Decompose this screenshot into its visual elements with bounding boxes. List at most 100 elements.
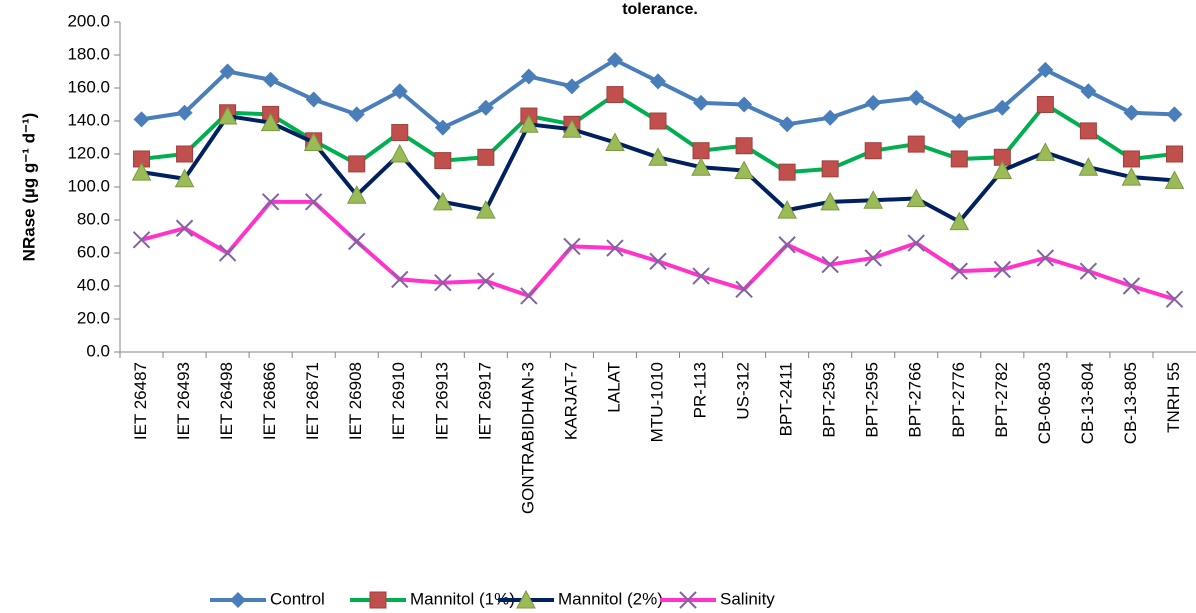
- data-point: [477, 272, 495, 290]
- x-tick-label: IET 26871: [303, 362, 322, 440]
- data-point: [865, 94, 882, 111]
- x-tick-label: BPT-2782: [992, 362, 1011, 438]
- data-point: [174, 168, 195, 188]
- data-point: [348, 232, 366, 251]
- data-point: [779, 116, 796, 133]
- data-point: [993, 260, 1012, 279]
- data-point: [563, 78, 580, 95]
- data-point: [606, 86, 624, 104]
- x-tick-label: BPT-2766: [906, 362, 925, 438]
- legend-marker: [516, 589, 536, 609]
- data-point: [1122, 150, 1140, 168]
- data-point: [519, 114, 539, 133]
- data-point: [305, 91, 322, 108]
- data-point: [477, 148, 495, 166]
- data-point: [1036, 96, 1054, 113]
- data-point: [907, 135, 925, 153]
- series-line: [141, 199, 1176, 302]
- data-point: [735, 137, 753, 155]
- y-tick-label: 100.0: [67, 176, 110, 195]
- data-point: [520, 287, 538, 305]
- data-point: [432, 191, 453, 211]
- data-point: [821, 160, 839, 178]
- data-point: [649, 252, 667, 270]
- data-point: [908, 89, 925, 106]
- data-point: [1036, 249, 1055, 267]
- x-tick-label: CB-06-803: [1035, 362, 1054, 444]
- data-point: [262, 71, 279, 88]
- y-axis-label: NRase (µg g⁻¹ d⁻¹): [19, 113, 38, 262]
- data-point: [736, 96, 753, 113]
- data-point: [131, 162, 152, 181]
- x-tick-label: CB-13-804: [1078, 362, 1097, 444]
- data-point: [562, 119, 582, 138]
- y-tick-label: 0.0: [86, 341, 110, 360]
- data-point: [907, 234, 925, 252]
- x-tick-label: IET 26917: [475, 362, 494, 440]
- legend-marker: [679, 591, 697, 609]
- data-point: [606, 51, 623, 68]
- y-tick-label: 60.0: [77, 242, 110, 261]
- data-point: [391, 124, 409, 142]
- x-tick-label: GONTRABIDHAN-3: [518, 362, 537, 514]
- x-tick-label: IET 26493: [174, 362, 193, 440]
- y-tick-label: 40.0: [77, 275, 110, 294]
- x-tick-label: IET 26908: [346, 362, 365, 440]
- y-tick-label: 180.0: [67, 44, 110, 63]
- data-point: [219, 63, 236, 80]
- data-point: [434, 119, 451, 136]
- data-point: [777, 200, 797, 219]
- data-point: [1078, 157, 1099, 176]
- x-tick-label: US-312: [734, 362, 753, 420]
- data-point: [650, 73, 666, 90]
- data-point: [304, 193, 323, 211]
- x-tick-label: IET 26913: [432, 362, 451, 440]
- data-point: [864, 142, 882, 160]
- data-point: [951, 113, 968, 129]
- data-point: [692, 142, 710, 160]
- data-point: [906, 188, 927, 208]
- y-tick-label: 200.0: [67, 11, 110, 30]
- data-point: [691, 157, 711, 176]
- data-point: [391, 83, 408, 100]
- x-tick-label: CB-13-805: [1121, 362, 1140, 444]
- data-point: [217, 105, 238, 125]
- legend-label: Mannitol (1%): [410, 589, 515, 608]
- data-point: [133, 111, 150, 128]
- legend-item: Mannitol (2%): [498, 589, 663, 609]
- data-point: [692, 267, 710, 285]
- data-point: [303, 132, 324, 151]
- data-point: [348, 106, 365, 123]
- data-point: [778, 236, 796, 254]
- data-point: [391, 270, 409, 289]
- legend-marker: [230, 592, 246, 608]
- data-point: [693, 94, 710, 111]
- data-point: [176, 145, 194, 163]
- data-point: [1165, 145, 1183, 163]
- data-point: [1123, 104, 1140, 121]
- x-tick-label: BPT-2593: [820, 362, 839, 438]
- data-point: [261, 193, 280, 211]
- data-point: [1166, 106, 1183, 123]
- data-point: [950, 262, 968, 280]
- x-tick-label: LALAT: [604, 362, 623, 413]
- legend-item: Control: [210, 589, 325, 608]
- data-point: [734, 160, 754, 179]
- data-point: [260, 112, 281, 132]
- legend-label: Mannitol (2%): [558, 589, 663, 608]
- data-point: [434, 152, 452, 170]
- data-point: [348, 155, 366, 173]
- legend-marker: [369, 591, 387, 609]
- data-point: [218, 244, 237, 262]
- data-point: [563, 237, 581, 256]
- data-point: [1121, 167, 1142, 186]
- data-point: [949, 211, 970, 231]
- data-point: [822, 109, 839, 126]
- data-point: [1122, 277, 1141, 295]
- data-point: [820, 191, 840, 211]
- x-tick-label: TNRH 55: [1164, 362, 1183, 433]
- x-tick-label: IET 26866: [260, 362, 279, 440]
- data-point: [606, 239, 624, 257]
- data-point: [778, 163, 796, 181]
